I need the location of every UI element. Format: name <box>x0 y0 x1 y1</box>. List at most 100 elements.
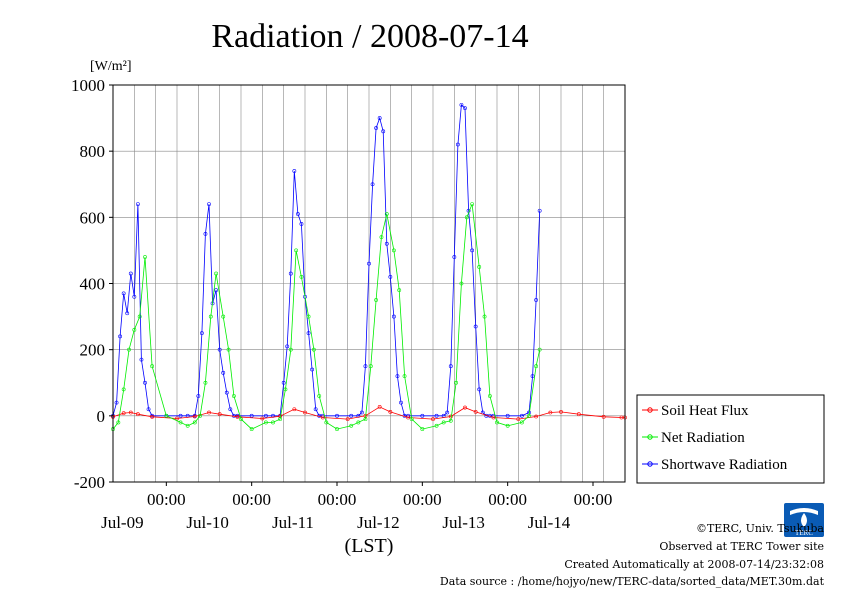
data-point <box>482 314 487 319</box>
data-point <box>118 334 123 339</box>
data-point <box>335 427 339 431</box>
data-point <box>395 374 400 379</box>
data-point <box>320 415 325 420</box>
data-point <box>121 291 126 296</box>
y-tick-label: 800 <box>80 142 106 161</box>
data-point <box>420 413 425 418</box>
data-point <box>434 423 439 428</box>
data-point <box>127 347 131 352</box>
data-point <box>374 126 379 130</box>
data-point <box>150 414 155 419</box>
data-point <box>454 380 459 385</box>
data-point <box>214 288 219 293</box>
data-point <box>363 364 368 369</box>
data-point <box>294 248 299 253</box>
data-point <box>263 413 268 418</box>
data-point <box>463 405 467 410</box>
data-point <box>150 364 155 369</box>
data-point <box>367 261 371 266</box>
data-point <box>477 265 482 269</box>
data-point <box>132 294 137 299</box>
plot-series <box>111 102 627 431</box>
data-point <box>281 380 286 385</box>
data-point <box>178 420 183 425</box>
y-tick-label: 1000 <box>71 76 105 95</box>
data-point <box>221 370 226 375</box>
y-tick-label: 0 <box>97 407 106 426</box>
data-point <box>292 407 297 412</box>
data-point <box>324 420 329 425</box>
data-point <box>239 417 243 422</box>
data-point <box>388 409 393 414</box>
data-point <box>431 417 435 422</box>
series-line <box>112 203 541 430</box>
data-point <box>164 413 169 418</box>
data-point <box>619 415 624 420</box>
x-axis-label: (LST) <box>345 535 394 557</box>
data-point <box>249 427 254 431</box>
data-point <box>459 281 464 286</box>
data-point <box>491 415 496 420</box>
x-tick-date-label: Jul-09 <box>101 513 144 532</box>
data-point <box>295 212 300 216</box>
data-point <box>310 367 315 372</box>
data-point <box>559 409 563 414</box>
data-point <box>143 255 147 259</box>
data-point <box>448 418 453 423</box>
data-point <box>470 248 475 253</box>
data-point <box>288 271 293 276</box>
data-point <box>516 417 521 422</box>
data-point <box>370 182 375 187</box>
data-point <box>228 407 233 412</box>
x-tick-date-label: Jul-11 <box>272 513 314 532</box>
data-point <box>299 274 304 279</box>
data-point <box>135 202 140 207</box>
data-point <box>178 413 183 418</box>
data-point <box>198 413 203 418</box>
data-point <box>306 314 311 319</box>
footer-site: Observed at TERC Tower site <box>659 540 824 553</box>
data-point <box>217 347 222 352</box>
data-point <box>448 364 453 369</box>
data-point <box>135 412 140 417</box>
data-point <box>377 405 382 409</box>
data-point <box>470 202 475 207</box>
data-point <box>519 413 524 418</box>
data-point <box>505 423 510 428</box>
data-point <box>116 420 121 425</box>
data-point <box>299 222 304 226</box>
legend-label: Soil Heat Flux <box>661 403 749 419</box>
data-point <box>217 412 222 417</box>
data-point <box>278 417 283 422</box>
data-point <box>473 409 478 414</box>
footer-source: Data source : /home/hojyo/new/TERC-data/… <box>439 575 824 588</box>
data-point <box>534 414 539 419</box>
data-point <box>452 255 457 259</box>
data-point <box>146 407 151 412</box>
x-tick-time-label: 00:00 <box>147 490 186 509</box>
data-point <box>363 417 368 422</box>
data-point <box>175 416 179 421</box>
data-point <box>311 347 316 352</box>
data-point <box>379 235 384 240</box>
data-point <box>464 215 469 220</box>
footer-copyright: ©TERC, Univ. Tsukuba <box>695 522 824 535</box>
legend-box <box>636 394 825 484</box>
data-point <box>519 420 524 425</box>
data-point <box>368 364 373 369</box>
y-tick-label: 400 <box>80 275 106 294</box>
y-tick-label: 600 <box>80 208 106 227</box>
data-point <box>495 420 499 425</box>
data-point <box>530 374 535 379</box>
y-tick-label: 200 <box>80 341 106 360</box>
data-point <box>192 420 197 425</box>
x-tick-time-label: 00:00 <box>488 490 527 509</box>
data-point <box>313 407 318 412</box>
data-point <box>402 374 407 379</box>
data-point <box>527 413 531 418</box>
legend-label: Shortwave Radiation <box>661 457 788 473</box>
y-tick-label: -200 <box>74 473 105 492</box>
x-tick-date-label: Jul-10 <box>186 513 229 532</box>
data-point <box>537 347 542 352</box>
